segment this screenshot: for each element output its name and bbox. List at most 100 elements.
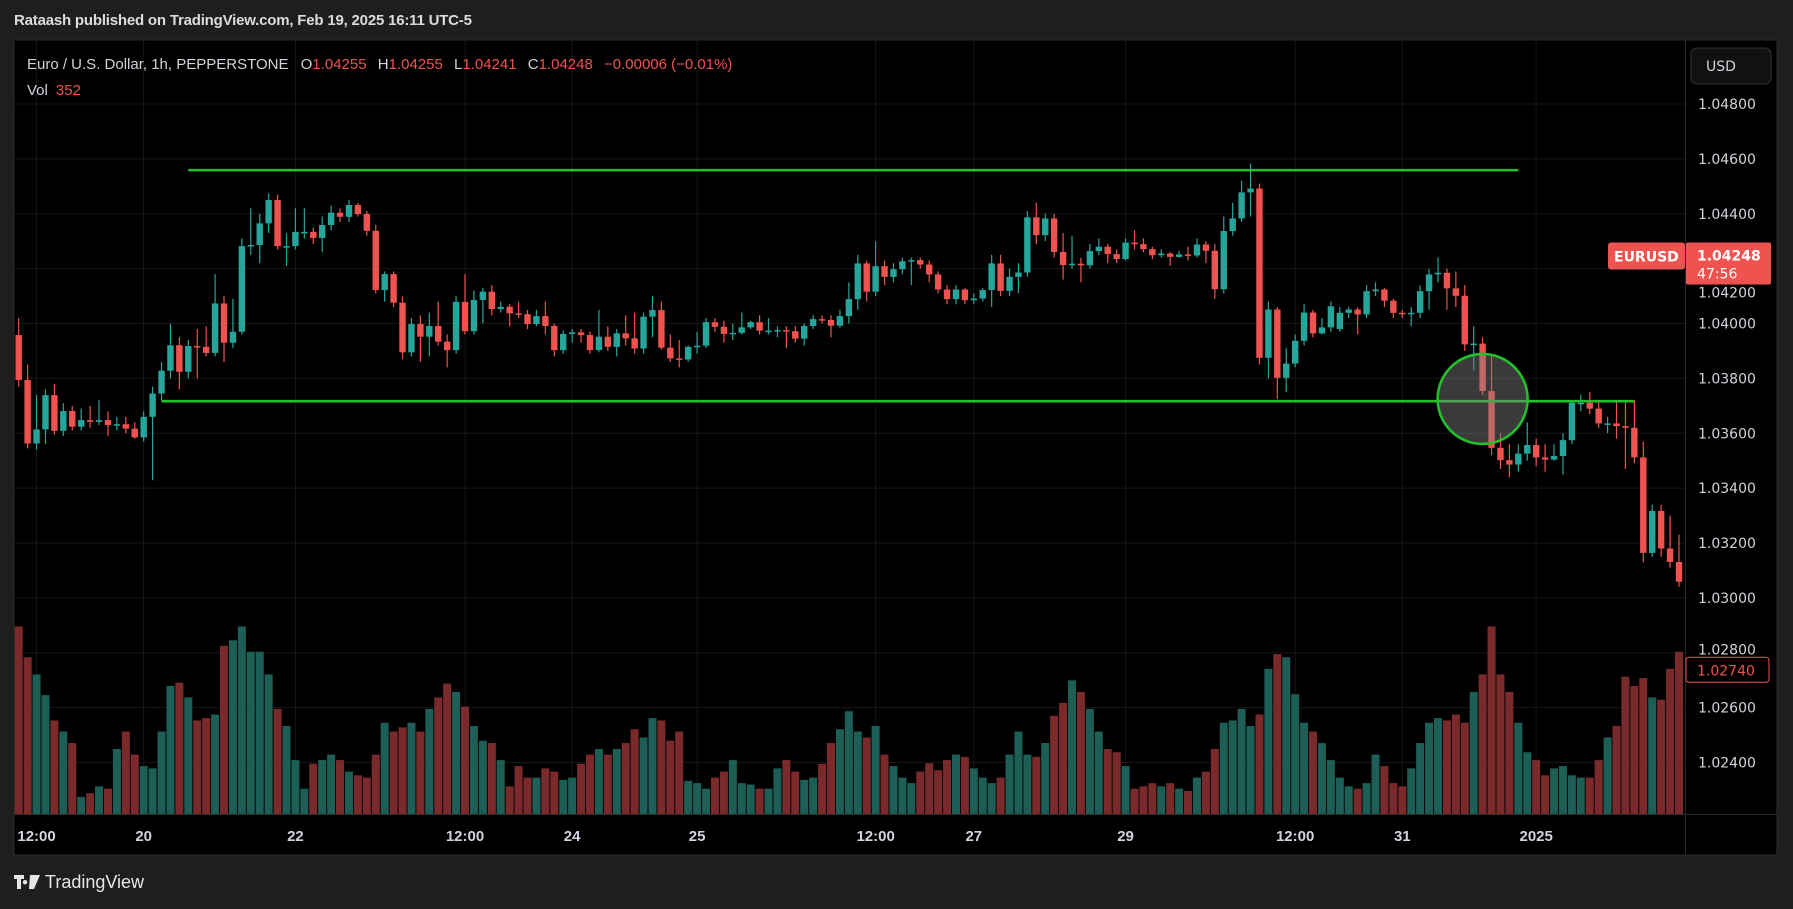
volume-bar bbox=[300, 788, 309, 814]
candle-body bbox=[729, 332, 737, 335]
candle-body bbox=[1399, 312, 1406, 315]
price-axis-ticks: 1.04800 1.04600 1.04400 1.04200 1.04000 1.038… bbox=[1698, 97, 1756, 772]
candle-body bbox=[1488, 391, 1495, 448]
volume-bar bbox=[220, 645, 229, 814]
volume-bar bbox=[1094, 731, 1103, 814]
candle-body bbox=[783, 330, 790, 332]
volume-bar bbox=[1380, 766, 1389, 814]
volume-bar bbox=[425, 708, 434, 814]
volume-bar bbox=[916, 771, 925, 814]
legend-high: 1.04255 bbox=[389, 56, 443, 73]
volume-bar bbox=[1157, 786, 1166, 814]
candle-body bbox=[1202, 244, 1210, 251]
candle-body bbox=[970, 298, 978, 301]
legend-change: −0.00006 (−0.01%) bbox=[604, 56, 732, 73]
volume-bar bbox=[1317, 743, 1326, 814]
candle-body bbox=[809, 319, 817, 326]
price-tick-label: 1.03800 bbox=[1698, 371, 1756, 387]
tradingview-logo[interactable]: TradingView bbox=[14, 872, 144, 893]
candle-body bbox=[113, 424, 121, 426]
volume-bar bbox=[710, 777, 719, 814]
candle-body bbox=[220, 303, 228, 343]
volume-bar bbox=[1326, 760, 1335, 814]
volume-bar bbox=[1398, 786, 1407, 814]
volume-bar bbox=[478, 740, 487, 814]
published-by-header: Rataash published on TradingView.com, Fe… bbox=[14, 12, 472, 29]
candle-body bbox=[845, 299, 853, 317]
candle-body bbox=[890, 269, 897, 277]
time-axis-label: 31 bbox=[1394, 828, 1411, 845]
candle-body bbox=[1425, 274, 1433, 292]
candle-body bbox=[1631, 427, 1638, 458]
candle-body bbox=[613, 333, 620, 347]
price-tick-label: 1.02600 bbox=[1698, 701, 1756, 717]
volume-bar bbox=[202, 718, 211, 814]
volume-bar bbox=[764, 788, 773, 814]
candle-body bbox=[1550, 456, 1558, 460]
candle-body bbox=[997, 263, 1004, 291]
volume-bar bbox=[1389, 783, 1398, 814]
candle-body bbox=[1024, 217, 1031, 273]
candle-body bbox=[881, 266, 888, 277]
candle-body bbox=[1372, 289, 1379, 292]
candle-body bbox=[1559, 440, 1567, 457]
candle-body bbox=[1095, 246, 1102, 252]
candle-body bbox=[952, 289, 960, 300]
candle-body bbox=[202, 346, 210, 353]
candle-body bbox=[1640, 457, 1647, 553]
volume-bar bbox=[880, 754, 889, 814]
candle-body bbox=[1140, 244, 1147, 250]
candle-body bbox=[1042, 218, 1049, 236]
volume-bar bbox=[1416, 743, 1425, 814]
legend-open: 1.04255 bbox=[312, 56, 366, 73]
candle-body bbox=[1211, 250, 1219, 290]
volume-bar bbox=[871, 725, 880, 814]
candle-body bbox=[1229, 218, 1236, 232]
volume-bar bbox=[1639, 678, 1648, 814]
candle-body bbox=[1649, 510, 1656, 553]
candle-body bbox=[1238, 192, 1245, 219]
candle-body bbox=[1568, 402, 1576, 441]
candle-body bbox=[1434, 272, 1442, 275]
candle-body bbox=[60, 411, 67, 431]
volume-bar bbox=[1657, 699, 1666, 814]
volume-bar bbox=[184, 697, 193, 814]
volume-bar bbox=[1228, 720, 1237, 814]
volume-bar bbox=[246, 651, 255, 814]
candle-body bbox=[925, 264, 933, 275]
candle-body bbox=[720, 326, 728, 334]
currency-button[interactable]: USD bbox=[1690, 47, 1772, 85]
candle-body bbox=[86, 420, 94, 422]
volume-bar bbox=[14, 626, 23, 814]
highlight-circle[interactable] bbox=[1436, 352, 1529, 446]
candle-body bbox=[1050, 218, 1058, 252]
candle-body bbox=[408, 324, 415, 353]
volume-bar bbox=[1023, 754, 1032, 814]
last-price: 1.04248 bbox=[1697, 248, 1761, 264]
time-axis-label: 12:00 bbox=[856, 828, 894, 845]
volume-bar bbox=[398, 727, 407, 814]
candle-body bbox=[863, 263, 870, 292]
candle-body bbox=[1256, 188, 1263, 358]
drawings[interactable] bbox=[161, 168, 1635, 446]
volume-bar bbox=[996, 777, 1005, 814]
volume-bar bbox=[1255, 714, 1264, 814]
volume-bar bbox=[559, 779, 568, 814]
candle-body bbox=[658, 310, 665, 348]
time-axis-label: 22 bbox=[287, 828, 304, 845]
candles bbox=[15, 163, 1683, 587]
volume-bar bbox=[1201, 771, 1210, 814]
candle-body bbox=[1274, 309, 1281, 378]
candle-body bbox=[1657, 510, 1665, 549]
volume-legend: Vol 352 bbox=[27, 82, 81, 99]
time-axis-labels: 12:00 20 22 12:00 24 25 12:00 27 29 12:00 31 2025 bbox=[17, 828, 1553, 845]
price-tick-label: 1.03600 bbox=[1698, 426, 1756, 442]
candle-body bbox=[899, 261, 906, 270]
candle-body bbox=[1345, 309, 1352, 313]
volume-bar bbox=[719, 771, 728, 814]
candle-body bbox=[301, 231, 308, 234]
candle-body bbox=[1166, 253, 1174, 257]
candle-body bbox=[1327, 306, 1335, 328]
volume-bar bbox=[1433, 718, 1442, 814]
